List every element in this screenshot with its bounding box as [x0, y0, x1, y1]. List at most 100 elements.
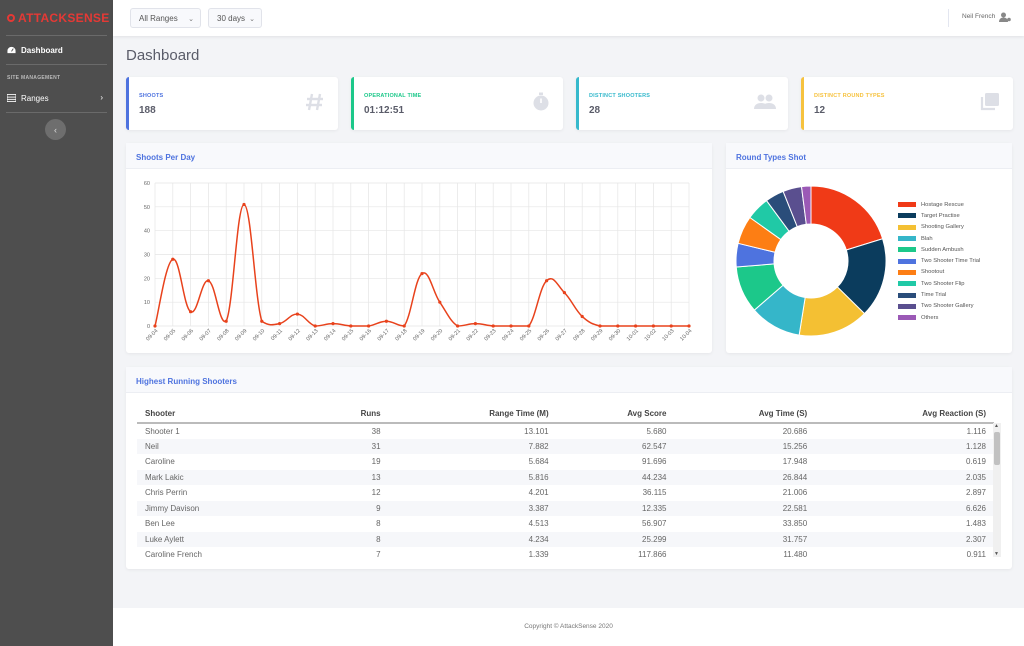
x-tick-label: 09-08 — [216, 328, 230, 342]
round-types-chart — [736, 185, 887, 337]
scroll-down-icon[interactable]: ▼ — [994, 551, 999, 557]
legend-label: Blah — [921, 235, 933, 242]
table-row[interactable]: Caroline French 7 1.339 117.866 11.480 0.911 — [137, 547, 994, 558]
stat-value: 28 — [589, 105, 601, 116]
donut-slice[interactable] — [810, 185, 884, 251]
list-icon — [7, 94, 16, 102]
column-header[interactable]: Avg Reaction (S) — [815, 404, 994, 424]
brand-prefix: ATTACK — [18, 10, 68, 25]
data-point — [313, 324, 317, 328]
table-cell: 13 — [318, 469, 389, 485]
round-types-legend: Hostage Rescue Target Practise Shooting Ga… — [898, 199, 980, 323]
legend-label: Shootout — [921, 269, 945, 276]
table-scrollbar[interactable]: ▲ ▼ — [993, 423, 1001, 557]
table-cell: Caroline French — [145, 550, 202, 558]
scrollbar-thumb[interactable] — [994, 432, 1000, 465]
sidebar-item-dashboard[interactable]: Dashboard — [0, 36, 113, 64]
legend-item[interactable]: Shooting Gallery — [898, 222, 980, 233]
column-header[interactable]: Avg Score — [556, 404, 675, 424]
table-row[interactable]: Caroline 19 5.684 91.696 17.948 0.619 — [137, 454, 994, 470]
data-point — [171, 257, 175, 261]
table-cell: 44.234 — [556, 469, 675, 485]
users-icon — [754, 94, 776, 109]
donut-slice[interactable] — [800, 185, 812, 225]
data-point — [224, 319, 228, 323]
column-header[interactable]: Avg Time (S) — [674, 404, 816, 424]
table-cell: 5.680 — [646, 426, 667, 436]
stat-card-operational-time: OPERATIONAL TIME 01:12:51 — [351, 77, 563, 130]
hash-icon — [306, 93, 323, 111]
y-tick-label: 30 — [144, 253, 150, 259]
legend-item[interactable]: Shootout — [898, 267, 980, 278]
x-tick-label: 10-02 — [644, 328, 658, 342]
topbar-divider — [948, 9, 949, 27]
period-filter-select[interactable]: 30 days ⌄ — [208, 8, 262, 28]
table-cell: 8 — [318, 531, 389, 547]
data-point — [242, 202, 246, 207]
sidebar-toggle-button[interactable]: ‹ — [45, 119, 66, 140]
column-header[interactable]: Shooter — [137, 404, 319, 424]
table-row[interactable]: Jimmy Davison 9 3.387 12.335 22.581 6.626 — [137, 500, 994, 516]
table-cell: 4.513 — [528, 519, 549, 529]
data-point — [669, 324, 673, 328]
x-tick-label: 09-13 — [305, 328, 319, 342]
legend-item[interactable]: Two Shooter Time Trial — [898, 255, 980, 266]
legend-item[interactable]: Time Trial — [898, 289, 980, 300]
table-row[interactable]: Luke Aylett 8 4.234 25.299 31.757 2.307 — [137, 531, 994, 547]
shooters-table: Shooter Runs Range Time (M) Avg Score Avg Ti… — [137, 404, 994, 558]
table-row[interactable]: Neil 31 7.882 62.547 15.256 1.128 — [137, 438, 994, 454]
sidebar-item-label: Ranges — [21, 93, 49, 103]
table-row[interactable]: Ben Lee 8 4.513 56.907 33.850 1.483 — [137, 516, 994, 532]
table-cell: 22.581 — [674, 500, 816, 516]
legend-item[interactable]: Blah — [898, 233, 980, 244]
table-cell: 9 — [318, 500, 389, 516]
x-tick-label: 10-04 — [679, 328, 693, 342]
legend-swatch — [898, 281, 916, 287]
y-tick-label: 50 — [144, 205, 150, 211]
legend-label: Two Shooter Time Trial — [921, 258, 981, 265]
table-row[interactable]: Shooter 1 38 13.101 5.680 20.686 1.116 — [137, 423, 994, 439]
table-cell: 7.882 — [388, 438, 557, 454]
legend-item[interactable]: Two Shooter Gallery — [898, 301, 980, 312]
table-cell: 2.035 — [815, 469, 994, 485]
range-filter-select[interactable]: All Ranges ⌄ — [130, 8, 201, 28]
table-cell: 4.201 — [528, 488, 549, 498]
table-cell: 56.907 — [642, 519, 667, 529]
legend-item[interactable]: Sudden Ambush — [898, 244, 980, 255]
data-point — [491, 324, 495, 328]
user-name[interactable]: Neil French — [962, 13, 996, 20]
stat-label: OPERATIONAL TIME — [364, 93, 422, 99]
footer-copyright: Copyright © AttackSense 2020 — [113, 608, 1024, 646]
x-tick-label: 09-12 — [288, 328, 302, 342]
table-row[interactable]: Chris Perrin 12 4.201 36.115 21.006 2.897 — [137, 485, 994, 501]
range-filter-value: All Ranges — [139, 13, 178, 23]
scroll-up-icon[interactable]: ▲ — [994, 423, 999, 429]
table-cell: 31.757 — [674, 531, 816, 547]
y-tick-label: 0 — [147, 324, 150, 330]
table-cell: 5.684 — [528, 457, 549, 467]
legend-item[interactable]: Others — [898, 312, 980, 323]
legend-item[interactable]: Two Shooter Flip — [898, 278, 980, 289]
logo-icon — [7, 13, 15, 22]
y-tick-label: 10 — [144, 300, 150, 306]
user-cog-icon[interactable] — [999, 12, 1011, 22]
legend-swatch — [898, 236, 916, 242]
table-row[interactable]: Mark Lakic 13 5.816 44.234 26.844 2.035 — [137, 469, 994, 485]
table-cell: 20.686 — [782, 426, 808, 436]
table-header-row: Shooter Runs Range Time (M) Avg Score Avg Ti… — [137, 404, 994, 424]
column-header[interactable]: Range Time (M) — [388, 404, 557, 424]
table-cell: 0.911 — [966, 550, 986, 558]
table-cell: Chris Perrin — [145, 488, 188, 498]
table-cell: 33.850 — [782, 519, 808, 529]
table-cell: 2.307 — [815, 531, 994, 547]
data-point — [384, 319, 388, 323]
stat-card-distinct-round-types: DISTINCT ROUND TYPES 12 — [801, 77, 1013, 130]
legend-item[interactable]: Hostage Rescue — [898, 199, 980, 210]
legend-item[interactable]: Target Practise — [898, 210, 980, 221]
sidebar-item-label: Dashboard — [21, 45, 63, 55]
panel-title: Round Types Shot — [726, 143, 1012, 169]
column-header[interactable]: Runs — [318, 404, 389, 424]
sidebar-item-ranges[interactable]: Ranges › — [0, 84, 113, 112]
brand-logo[interactable]: ATTACK SENSE — [0, 0, 113, 35]
data-point — [616, 324, 620, 328]
